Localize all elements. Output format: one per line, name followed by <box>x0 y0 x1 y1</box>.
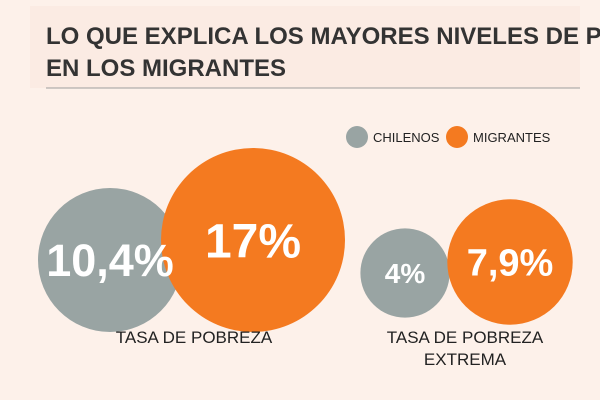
value-label-pobreza-extrema-migrantes: 7,9% <box>467 243 554 285</box>
value-label-pobreza-chilenos: 10,4% <box>46 235 174 286</box>
legend-swatch-chilenos <box>346 126 368 148</box>
group-label-pobreza-extrema-line-1: TASA DE POBREZA <box>387 328 544 347</box>
bubble-pobreza-chilenos <box>38 188 182 332</box>
title-panel <box>30 6 580 88</box>
chart-title-line-2: EN LOS MIGRANTES <box>46 55 286 82</box>
legend: CHILENOS MIGRANTES <box>346 126 551 148</box>
bubbles <box>38 148 573 332</box>
value-label-pobreza-migrantes: 17% <box>205 215 301 268</box>
bubble-pobreza-extrema-migrantes <box>447 199 573 325</box>
bubble-pobreza-migrantes <box>161 148 345 332</box>
chart-title-line-1: LO QUE EXPLICA LOS MAYORES NIVELES DE PO… <box>46 23 600 50</box>
bubble-pobreza-extrema-chilenos <box>360 228 450 318</box>
legend-label-migrantes: MIGRANTES <box>473 130 551 145</box>
value-label-pobreza-extrema-chilenos: 4% <box>385 258 426 289</box>
legend-swatch-migrantes <box>446 126 468 148</box>
group-label-pobreza: TASA DE POBREZA <box>116 328 273 347</box>
bubble-labels: 10,4% 17% 4% 7,9% <box>46 215 553 289</box>
legend-label-chilenos: CHILENOS <box>373 130 440 145</box>
group-label-pobreza-extrema-line-2: EXTREMA <box>424 350 507 369</box>
